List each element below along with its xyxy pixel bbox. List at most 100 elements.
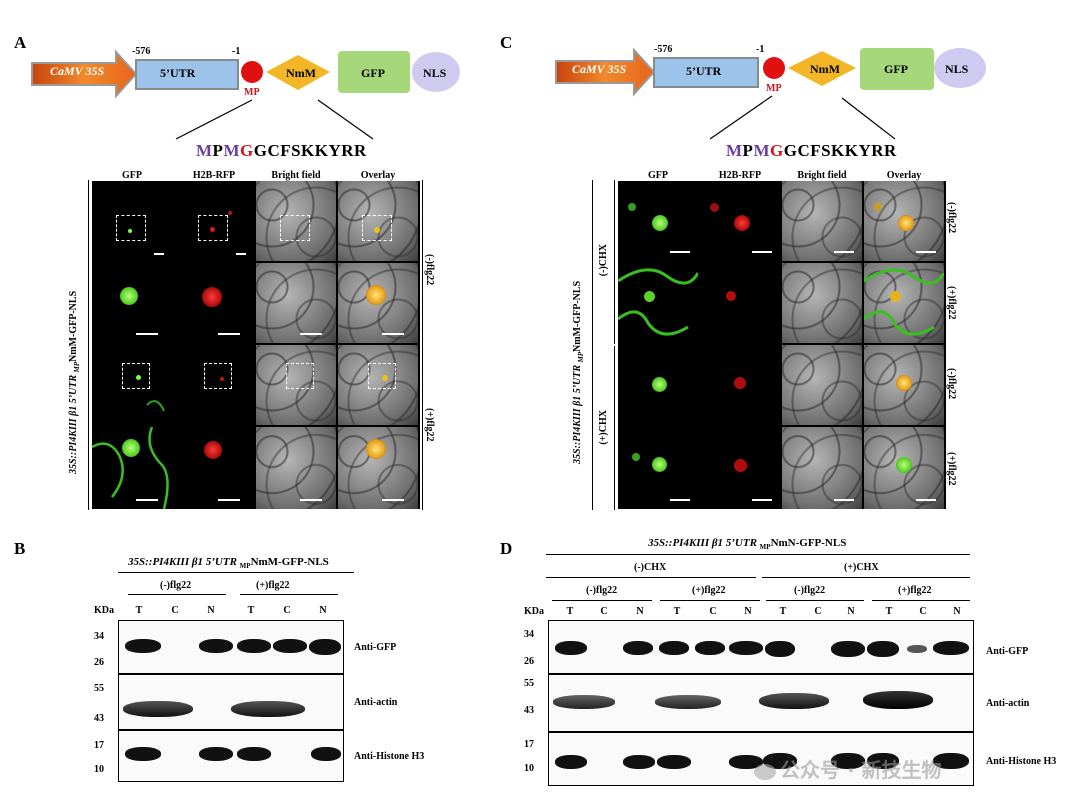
blot-title-b-main: 35S::PI4KIII β1 5’UTR [128,556,240,568]
c-r3-gfp [618,345,698,425]
c-r1-gfp-spot [628,203,636,211]
c-r1-overlay [864,181,944,261]
c-r4-gfp-nucleus [652,457,667,472]
chx-label-c-1: (-)CHX [598,244,609,277]
a-r4-gfp-cell-outline [92,427,169,509]
row-label-c-2: (+)flg22 [946,286,957,320]
nmm-label-a: NmM [286,66,316,80]
seq-p-c: P [742,141,754,160]
c-r2-bf [782,263,862,343]
header-gfp-a: GFP [122,170,142,181]
row-label-c-4: (+)flg22 [946,452,957,486]
a-r1-rfp-nucleus [210,227,215,232]
callout-line-right-a [317,99,374,140]
band-d-h3-1 [555,755,587,769]
blot-b-gfp [118,620,344,674]
band-b-gfp-1 [125,639,161,653]
chx-label-d-2: (+)CHX [844,562,879,573]
c-r1-overlay-nucleus [898,215,914,231]
band-b-actin-12 [123,701,193,717]
c-r2-rfp-nucleus [726,291,736,301]
a-r4-bf [256,427,336,509]
a-r3-rfp-nucleus [220,377,224,381]
a-r4-overlay-scalebar [382,499,404,501]
marker-b-10: 10 [94,764,104,775]
lane-d-2: C [600,606,608,617]
gfp-label-c: GFP [884,62,908,76]
seq-m1-c: M [726,141,743,160]
blot-d-actin [548,674,974,732]
band-d-gfp-3 [623,641,653,655]
band-b-actin-45 [231,701,305,717]
group-label-b-2: (+)flg22 [256,580,290,591]
band-d-actin-78 [759,693,829,709]
header-rfp-c: H2B-RFP [718,170,762,181]
panel-letter-a: A [14,33,27,52]
c-r1-bf [782,181,862,261]
lane-b-6: N [319,605,327,616]
c-r1-overlay-spot [874,203,882,211]
c-r4-overlay-nucleus [896,457,912,473]
header-bf-c: Bright field [797,170,847,181]
callout-line-left-a [175,99,253,140]
side-label-a: 35S::PI4KIII β1 5’UTR MPNmM-GFP-NLS [68,214,81,474]
a-r1-overlay-nucleus [374,227,380,233]
row-label-c-3: (-)flg22 [946,368,957,400]
band-d-gfp-10 [867,641,899,657]
a-r3-bf [256,345,336,425]
c-r3-bf [782,345,862,425]
c-r2-overlay-nucleus [890,291,901,302]
group-line-b-2 [240,594,338,595]
a-r1-gfp-zoom-box [116,215,146,241]
c-r4-rfp-nucleus [734,459,747,472]
c-r1-gfp-scalebar [670,251,690,253]
nls-ellipse-a [412,52,460,92]
band-d-h3-3 [623,755,655,769]
c-r3-overlay [864,345,944,425]
band-d-h3-4 [657,755,691,769]
c-r1-rfp [700,181,780,261]
lane-b-5: C [283,605,291,616]
chx-label-c-2: (+)CHX [598,410,609,445]
a-r1-rfp-nucleus-2 [228,211,232,215]
a-r4-overlay [338,427,418,509]
group-label-d-4: (+)flg22 [898,585,932,596]
nmm-diamond-a [266,55,330,90]
group-label-d-3: (-)flg22 [794,585,826,596]
right-bracket-line-a [422,180,423,510]
a-r1-rfp-zoom-box [198,215,228,241]
antibody-b-histone: Anti-Histone H3 [354,751,425,762]
lane-b-3: N [207,605,215,616]
c-r2-overlay [864,263,944,343]
pos-end-c: -1 [756,44,765,55]
marker-b-17: 17 [94,740,104,751]
kda-label-d: KDa [524,606,544,617]
lane-d-11: C [919,606,927,617]
marker-b-55: 55 [94,683,104,694]
chx-line-d-2 [762,577,970,578]
group-label-d-1: (-)flg22 [586,585,618,596]
a-r2-rfp-nucleus [202,287,222,307]
seq-p-a: P [212,141,224,160]
c-r1-bf-scalebar [834,251,854,253]
c-r4-rfp-scalebar [752,499,772,501]
band-d-h3-6 [729,755,763,769]
a-r1-gfp [92,181,172,261]
band-d-gfp-1 [555,641,587,655]
antibody-d-actin: Anti-actin [986,698,1030,709]
c-r3-rfp [700,345,780,425]
microscopy-grid-c [618,181,946,509]
band-d-gfp-7 [765,641,795,657]
c-r2-overlay-cell-outline [864,268,944,336]
utr-box-a [135,59,239,90]
band-d-gfp-12 [933,641,969,655]
band-b-h3-4 [237,747,271,761]
a-r3-gfp-nucleus [136,375,141,380]
promoter-arrow-a [31,49,138,99]
construct-diagram-c: CaMV 35S 5’UTR -576 -1 MP NmM GFP NLS MP… [554,38,1014,168]
chx-bracket-c-1 [614,180,615,344]
antibody-d-gfp: Anti-GFP [986,646,1029,657]
blot-title-b-tail: NmM-GFP-NLS [250,556,329,568]
band-d-actin-12 [553,695,615,709]
